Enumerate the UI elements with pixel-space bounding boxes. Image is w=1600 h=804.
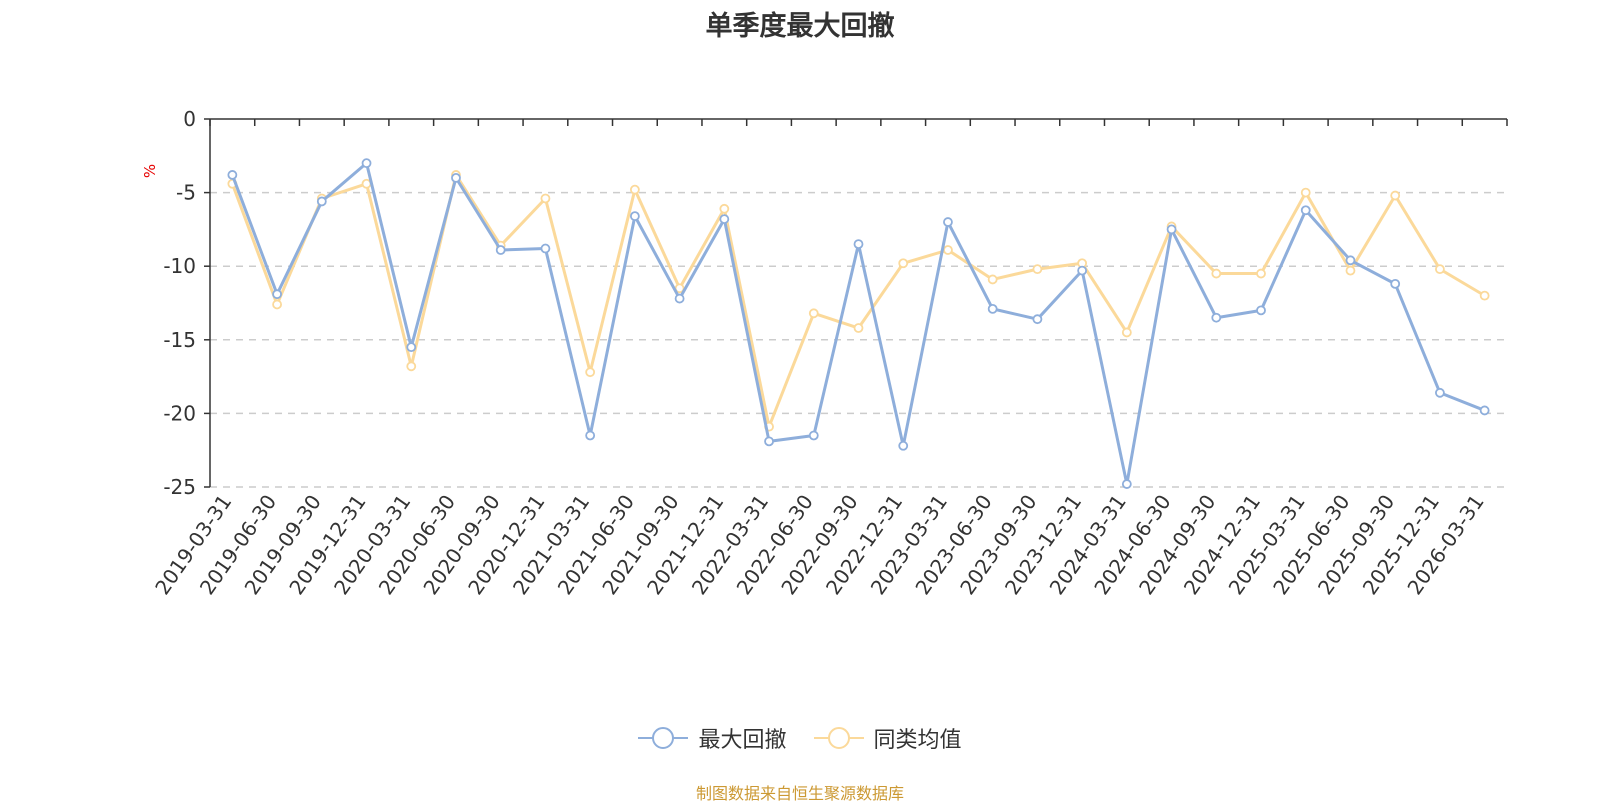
legend-marker-series-1-icon bbox=[638, 727, 689, 749]
series-1-point-20 bbox=[1121, 479, 1132, 489]
legend-label-series-2: 同类均值 bbox=[873, 728, 962, 753]
series-2-point-28 bbox=[1479, 290, 1490, 301]
series-1-point-18 bbox=[1032, 314, 1043, 325]
series-1-point-27 bbox=[1435, 387, 1445, 398]
series-1-point-4 bbox=[406, 342, 417, 353]
series-2-point-27 bbox=[1435, 264, 1445, 275]
series-2-point-20 bbox=[1121, 327, 1132, 338]
series-1-point-12 bbox=[764, 436, 774, 447]
series-1-point-28 bbox=[1479, 405, 1490, 416]
series-1-point-22 bbox=[1211, 312, 1222, 323]
series-2-point-9 bbox=[629, 184, 640, 195]
legend-item-series-1[interactable]: 最大回撤 bbox=[638, 722, 787, 754]
series-2-point-24 bbox=[1300, 187, 1311, 198]
series-2-point-26 bbox=[1390, 190, 1401, 201]
series-1-point-21 bbox=[1166, 224, 1177, 235]
y-tick-label-1: -5 bbox=[176, 181, 196, 205]
series-1-point-2 bbox=[316, 196, 327, 207]
line-chart: 0-5-10-15-20-252019-03-312019-06-302019-… bbox=[150, 107, 1508, 599]
axes bbox=[204, 118, 1508, 488]
series-1-point-1 bbox=[272, 289, 282, 300]
series-2-point-8 bbox=[585, 367, 596, 378]
series-1-point-25 bbox=[1345, 255, 1356, 266]
series-1-point-5 bbox=[451, 172, 461, 183]
series-2-point-23 bbox=[1256, 268, 1266, 279]
legend-marker-series-2-icon bbox=[813, 727, 864, 749]
series-2-point-16 bbox=[943, 245, 953, 255]
series-line-2 bbox=[230, 173, 1486, 429]
series-1-point-8 bbox=[585, 430, 596, 441]
series-2-point-15 bbox=[898, 258, 909, 269]
series-1-point-6 bbox=[495, 245, 506, 255]
series-1-point-3 bbox=[361, 158, 372, 169]
series-2-point-17 bbox=[987, 274, 998, 285]
series-1-point-17 bbox=[987, 303, 998, 314]
series-1-point-19 bbox=[1077, 265, 1088, 276]
series-1-point-0 bbox=[227, 170, 238, 180]
grid-lines bbox=[210, 191, 1507, 488]
series-1-point-11 bbox=[719, 214, 730, 224]
tick-labels: 0-5-10-15-20-252019-03-312019-06-302019-… bbox=[150, 107, 1489, 599]
series-1-point-14 bbox=[853, 239, 864, 250]
series-2-point-4 bbox=[406, 361, 417, 372]
series-2-point-13 bbox=[808, 308, 819, 319]
series-2-point-7 bbox=[540, 193, 551, 204]
series-2-point-1 bbox=[272, 299, 282, 310]
series-1-point-26 bbox=[1390, 278, 1401, 289]
series-lines bbox=[227, 158, 1490, 489]
legend: 最大回撤 同类均值 bbox=[0, 722, 1600, 756]
y-tick-label-3: -15 bbox=[163, 328, 196, 352]
series-2-point-22 bbox=[1211, 268, 1222, 279]
chart-title: 单季度最大回撤 bbox=[705, 11, 895, 42]
legend-item-series-2[interactable]: 同类均值 bbox=[813, 722, 962, 754]
series-2-point-18 bbox=[1032, 264, 1043, 275]
series-1-point-16 bbox=[943, 217, 953, 227]
series-1-point-15 bbox=[898, 440, 909, 451]
series-1-point-9 bbox=[629, 211, 640, 222]
series-1-point-24 bbox=[1300, 205, 1311, 216]
y-tick-label-4: -20 bbox=[163, 401, 196, 425]
series-2-point-11 bbox=[719, 203, 730, 214]
series-1-point-10 bbox=[674, 293, 685, 304]
series-1-point-13 bbox=[808, 430, 819, 441]
series-1-point-23 bbox=[1256, 305, 1266, 316]
source-note: 制图数据来自恒生聚源数据库 bbox=[695, 784, 904, 803]
series-2-point-25 bbox=[1345, 265, 1356, 276]
y-tick-label-2: -10 bbox=[163, 254, 196, 278]
legend-label-series-1: 最大回撤 bbox=[698, 728, 787, 753]
series-1-point-7 bbox=[540, 243, 551, 254]
series-2-point-14 bbox=[853, 323, 864, 333]
y-tick-label-5: -25 bbox=[163, 475, 196, 499]
y-tick-label-0: 0 bbox=[183, 107, 196, 131]
